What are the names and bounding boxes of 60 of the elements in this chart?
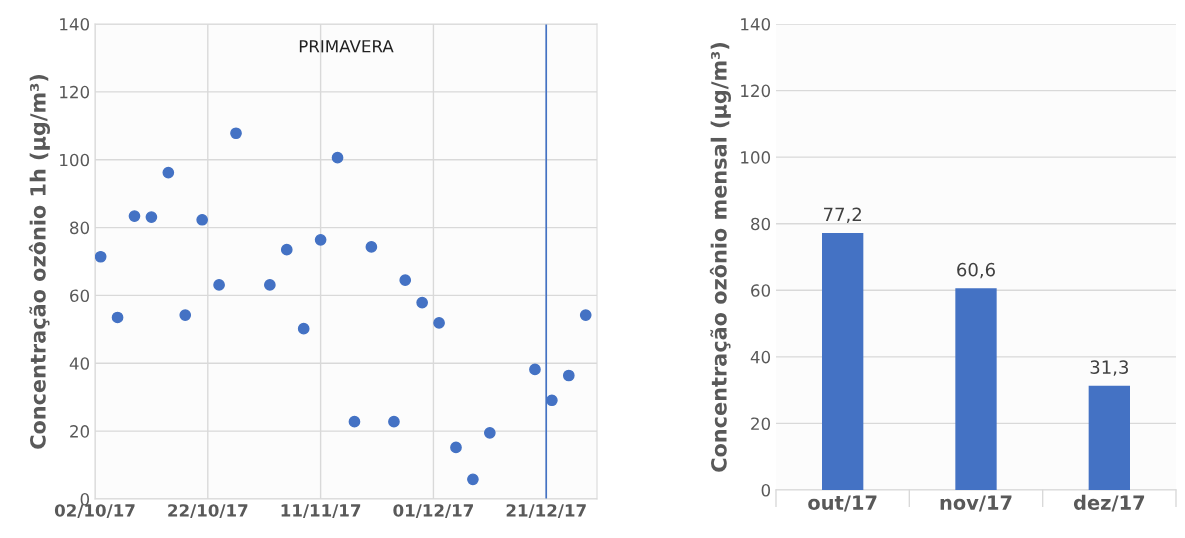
x-tick-label: dez/17 [1073,494,1145,512]
x-tick-label: 11/11/17 [281,504,361,519]
point [388,415,400,428]
point [433,317,445,329]
y-tick-label: 40 [750,350,771,364]
y-tick-label: 20 [751,417,771,430]
y-axis-title: Concentração ozônio mensal (µg/m³) [709,43,731,472]
point [162,166,175,179]
data-label: 31,3 [1090,360,1128,376]
point [145,211,158,223]
bar [822,233,864,490]
point [331,151,344,164]
x-tick-label: 01/12/17 [393,504,473,519]
point [230,127,242,140]
point [314,233,327,246]
y-tick-label: 60 [70,289,90,302]
x-tick-label: 02/10/17 [54,504,135,519]
point [179,309,192,321]
point [467,473,479,486]
y-tick-label: 80 [70,221,90,235]
point [529,363,541,376]
point [579,309,592,321]
point [128,210,141,222]
y-tick-label: 80 [751,217,771,231]
y-axis-title: Concentração ozônio 1h (µg/m³) [28,74,50,449]
point [297,322,310,335]
point [348,415,361,428]
y-tick-label: 120 [741,84,771,98]
y-tick-label: 20 [70,425,90,438]
point [450,441,462,454]
bar [955,288,997,490]
annotation: PRIMAVERA [299,40,394,53]
point [95,250,107,263]
y-tick-label: 100 [60,153,90,167]
point [483,426,496,439]
point [111,311,124,324]
point [213,279,225,291]
point [562,369,575,382]
x-tick-label: 21/12/17 [506,504,586,519]
point [546,394,558,407]
bar [1088,385,1130,490]
data-label: 77,2 [824,207,861,224]
point [416,296,428,309]
x-tick-label: 22/10/17 [168,504,248,519]
y-tick-label: 60 [751,284,771,297]
x-tick-label: out/17 [808,495,877,512]
y-tick-label: 140 [741,17,771,31]
y-tick-label: 120 [60,85,90,99]
y-tick-label: 0 [80,492,90,506]
point [264,279,276,291]
data-label: 60,6 [957,262,995,279]
y-tick-label: 40 [69,357,90,370]
y-tick-label: 0 [761,483,771,497]
x-tick-label: nov/17 [940,495,1012,512]
point [196,213,209,226]
y-tick-label: 100 [741,151,771,164]
point [365,241,378,253]
y-tick-label: 140 [60,17,90,31]
point [280,243,293,256]
point [399,274,412,287]
